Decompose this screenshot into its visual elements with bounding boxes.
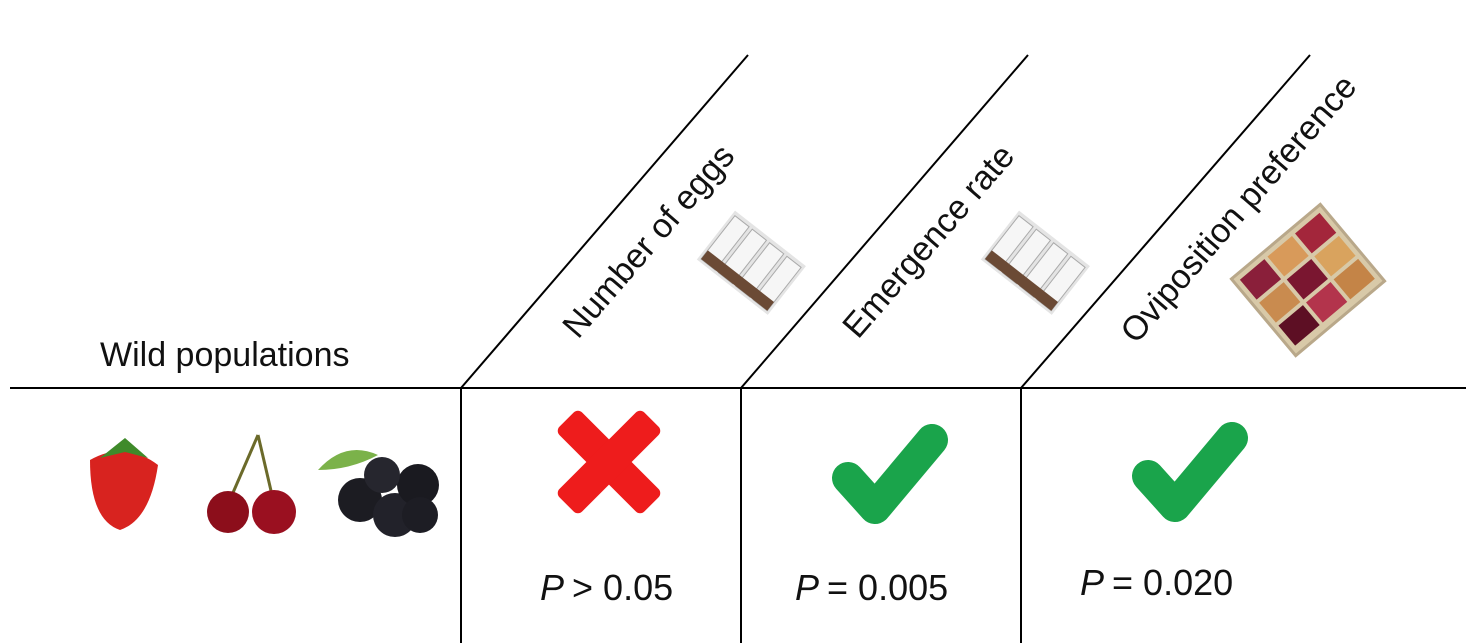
vials-image xyxy=(980,210,1090,315)
p-value: P > 0.05 xyxy=(540,567,673,608)
fruits-image xyxy=(90,434,439,537)
vials-image xyxy=(696,210,806,315)
stat-result: = 0.020 xyxy=(1112,562,1233,603)
p-value: P = 0.020 xyxy=(1080,562,1233,603)
stat-result: > 0.05 xyxy=(572,567,673,608)
stat-symbol: P xyxy=(540,567,564,608)
check-icon xyxy=(832,424,948,524)
check-icon xyxy=(1132,422,1248,522)
stat-symbol: P xyxy=(1080,562,1104,603)
stat-result: = 0.005 xyxy=(827,567,948,608)
column-header: Emergence rate xyxy=(835,137,1022,345)
stat-symbol: P xyxy=(795,567,819,608)
table-lines xyxy=(10,54,1466,643)
tray-image xyxy=(1229,202,1387,358)
p-value: P = 0.005 xyxy=(795,567,948,608)
row-header: Wild populations xyxy=(100,336,349,374)
cross-icon xyxy=(557,410,661,514)
